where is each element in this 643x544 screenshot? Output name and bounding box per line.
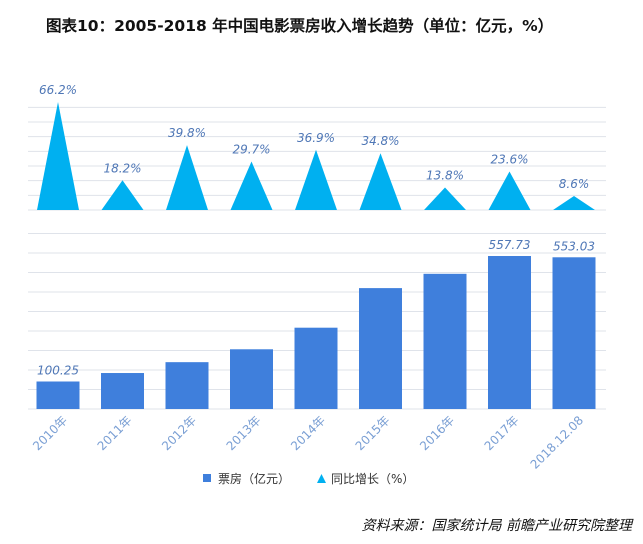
- source-note: 资料来源：国家统计局 前瞻产业研究院整理: [362, 518, 634, 534]
- revenue-series: 100.25 557.73 553.03: [36, 238, 596, 409]
- revenue-bar: [101, 373, 144, 409]
- revenue-bar: [552, 257, 596, 409]
- revenue-bar: [488, 256, 531, 409]
- growth-series: 66.2% 18.2% 39.8% 29.7% 36.9% 34.8% 13.8% 23.6%…: [37, 83, 595, 210]
- revenue-data-label: 553.03: [553, 239, 595, 253]
- legend-label-growth: 同比增长（%）: [331, 472, 414, 486]
- growth-data-label: 34.8%: [361, 134, 399, 148]
- revenue-bar: [359, 288, 402, 409]
- x-tick-label: 2016年: [417, 413, 457, 453]
- growth-triangle: [295, 149, 337, 210]
- growth-triangle: [359, 153, 402, 210]
- growth-data-label: 8.6%: [559, 177, 590, 191]
- x-tick-label: 2015年: [353, 413, 393, 453]
- growth-triangle: [488, 171, 531, 210]
- growth-triangle: [37, 102, 79, 210]
- growth-triangle: [424, 187, 466, 210]
- revenue-bar: [423, 273, 467, 409]
- legend-swatch-growth: [317, 474, 326, 483]
- growth-triangle: [101, 180, 144, 210]
- growth-data-label: 18.2%: [103, 161, 141, 175]
- x-tick-label: 2014年: [288, 413, 328, 453]
- growth-triangle: [230, 161, 273, 210]
- x-tick-label: 2012年: [159, 413, 199, 453]
- x-tick-label: 2017年: [482, 413, 522, 453]
- growth-triangle: [166, 145, 208, 210]
- x-tick-label: 2011年: [95, 413, 135, 453]
- growth-data-label: 66.2%: [39, 83, 77, 97]
- revenue-bar: [230, 349, 273, 409]
- legend-label-revenue: 票房（亿元）: [218, 471, 290, 486]
- chart-title: 图表10：2005-2018 年中国电影票房收入增长趋势（单位：亿元，%）: [46, 16, 553, 35]
- revenue-bar: [294, 327, 338, 409]
- growth-data-label: 13.8%: [426, 168, 464, 182]
- x-axis-ticks: 2010年 2011年 2012年 2013年 2014年 2015年 2016年 2017年…: [30, 413, 586, 471]
- revenue-data-label: 100.25: [37, 363, 79, 377]
- x-tick-label: 2010年: [30, 413, 70, 453]
- growth-data-label: 39.8%: [168, 126, 206, 140]
- revenue-bar: [36, 381, 80, 409]
- growth-data-label: 23.6%: [490, 152, 528, 166]
- x-tick-label: 2018.12.08: [528, 413, 586, 471]
- legend: 票房（亿元） 同比增长（%）: [203, 471, 414, 486]
- revenue-bar: [165, 362, 209, 409]
- revenue-data-label: 557.73: [489, 238, 531, 252]
- x-tick-label: 2013年: [224, 413, 264, 453]
- legend-swatch-revenue: [203, 474, 211, 482]
- growth-data-label: 36.9%: [297, 131, 335, 145]
- growth-triangle: [553, 195, 595, 210]
- growth-data-label: 29.7%: [232, 143, 270, 157]
